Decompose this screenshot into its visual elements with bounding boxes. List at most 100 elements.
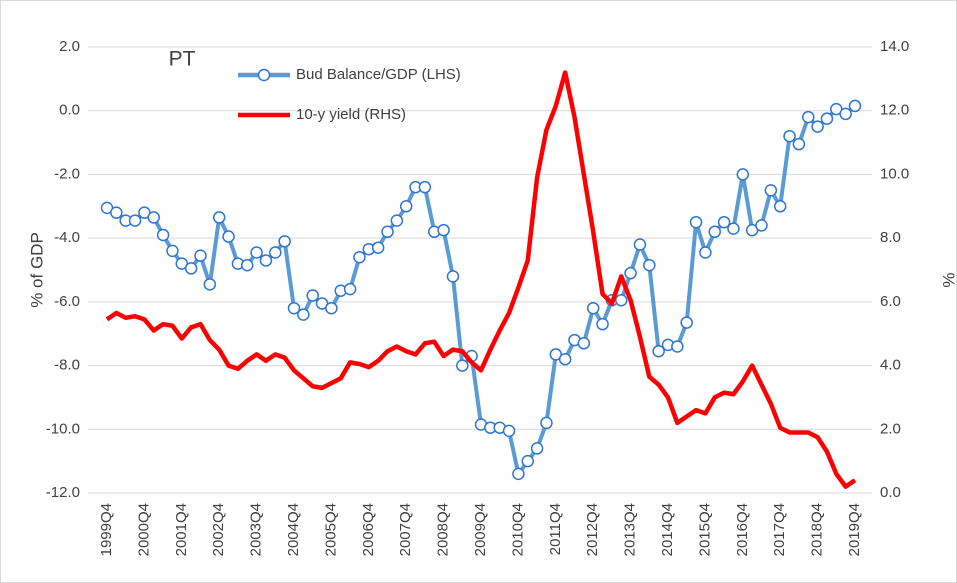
data-point: [811, 120, 824, 133]
y-tick-label: -2.0: [54, 165, 80, 182]
x-tick-label: 2004Q4: [285, 503, 302, 556]
data-point: [212, 211, 226, 224]
data-point: [269, 246, 282, 259]
data-point: [699, 246, 712, 259]
data-point: [540, 416, 553, 430]
x-tick-label: 2001Q4: [173, 503, 190, 556]
y2-tick-label: 14.0: [880, 38, 909, 55]
data-point: [250, 246, 263, 259]
x-tick-label: 2017Q4: [771, 503, 788, 556]
y-tick-label: 0.0: [59, 102, 80, 119]
data-point: [530, 442, 544, 455]
data-point: [633, 238, 647, 251]
data-point: [652, 344, 665, 358]
y2-tick-label: 2.0: [880, 420, 901, 437]
y-tick-label: -4.0: [54, 229, 80, 246]
series-line: [105, 70, 857, 489]
y2-tick-label: 4.0: [880, 357, 901, 374]
data-point: [689, 215, 703, 229]
data-point: [325, 301, 338, 315]
data-point: [680, 316, 693, 329]
data-point: [764, 184, 778, 197]
data-point: [166, 244, 179, 258]
data-point: [755, 219, 768, 232]
data-point: [596, 317, 609, 331]
y-tick-label: -10.0: [46, 420, 80, 437]
x-tick-label: 2013Q4: [622, 503, 639, 556]
y-tick-label: 2.0: [59, 38, 80, 55]
data-point: [390, 214, 404, 227]
data-point: [839, 107, 852, 121]
y2-tick-label: 10.0: [880, 165, 909, 182]
data-point: [848, 99, 862, 113]
data-point: [184, 262, 198, 275]
data-point: [643, 258, 656, 272]
data-point: [558, 352, 572, 366]
data-point: [783, 129, 796, 143]
data-point: [708, 225, 721, 239]
x-tick-label: 2003Q4: [248, 503, 265, 556]
y-tick-label: -8.0: [54, 357, 80, 374]
y2-tick-label: 0.0: [880, 484, 901, 501]
chart-title: PT: [169, 48, 196, 71]
data-point: [147, 211, 160, 224]
x-tick-label: 2019Q4: [846, 503, 863, 556]
data-point: [399, 200, 413, 213]
data-point: [624, 266, 637, 280]
data-point: [381, 225, 394, 239]
data-point: [110, 206, 123, 219]
y-tick-label: -6.0: [54, 293, 80, 310]
legend-label: 10-y yield (RHS): [296, 106, 406, 123]
data-point: [502, 424, 516, 438]
data-point: [371, 241, 385, 254]
x-tick-label: 2016Q4: [734, 503, 751, 556]
x-tick-label: 2010Q4: [509, 503, 526, 556]
x-tick-label: 2015Q4: [696, 503, 713, 556]
data-point: [802, 110, 815, 124]
data-point: [615, 294, 628, 307]
data-point: [259, 254, 273, 267]
data-point: [717, 215, 731, 229]
data-point: [241, 258, 254, 272]
x-tick-label: 2006Q4: [360, 503, 377, 556]
data-point: [306, 289, 319, 302]
data-point: [353, 251, 366, 264]
data-point: [156, 228, 170, 242]
data-point: [418, 180, 432, 194]
y2-axis-label: %: [939, 272, 957, 287]
data-point: [446, 270, 460, 283]
data-point: [671, 340, 684, 353]
y2-tick-label: 8.0: [880, 229, 901, 246]
x-tick-label: 1999Q4: [98, 503, 115, 556]
x-tick-label: 2008Q4: [435, 503, 452, 556]
data-point: [792, 137, 806, 151]
data-point: [586, 301, 600, 315]
x-tick-label: 2002Q4: [210, 503, 227, 556]
data-point: [343, 282, 357, 296]
x-tick-label: 2018Q4: [809, 503, 826, 556]
x-tick-label: 2009Q4: [472, 503, 489, 556]
data-point: [222, 230, 235, 243]
data-point: [287, 301, 301, 315]
data-point: [521, 454, 534, 468]
data-point: [128, 214, 142, 227]
y-axis-label: % of GDP: [27, 232, 46, 308]
x-tick-label: 2000Q4: [135, 503, 152, 556]
data-point: [456, 359, 469, 372]
y2-tick-label: 6.0: [880, 293, 901, 310]
data-point: [577, 337, 591, 350]
data-point: [736, 168, 750, 181]
data-point: [194, 249, 207, 262]
data-point: [297, 308, 310, 321]
x-tick-label: 2005Q4: [322, 503, 339, 556]
legend-marker: [257, 68, 271, 82]
legend-label: Bud Balance/GDP (LHS): [296, 66, 461, 83]
x-tick-label: 2007Q4: [397, 503, 414, 556]
x-tick-label: 2012Q4: [584, 503, 601, 556]
data-point: [437, 223, 450, 237]
x-tick-label: 2011Q4: [547, 503, 564, 555]
data-point: [278, 235, 291, 248]
y2-tick-label: 12.0: [880, 102, 909, 119]
